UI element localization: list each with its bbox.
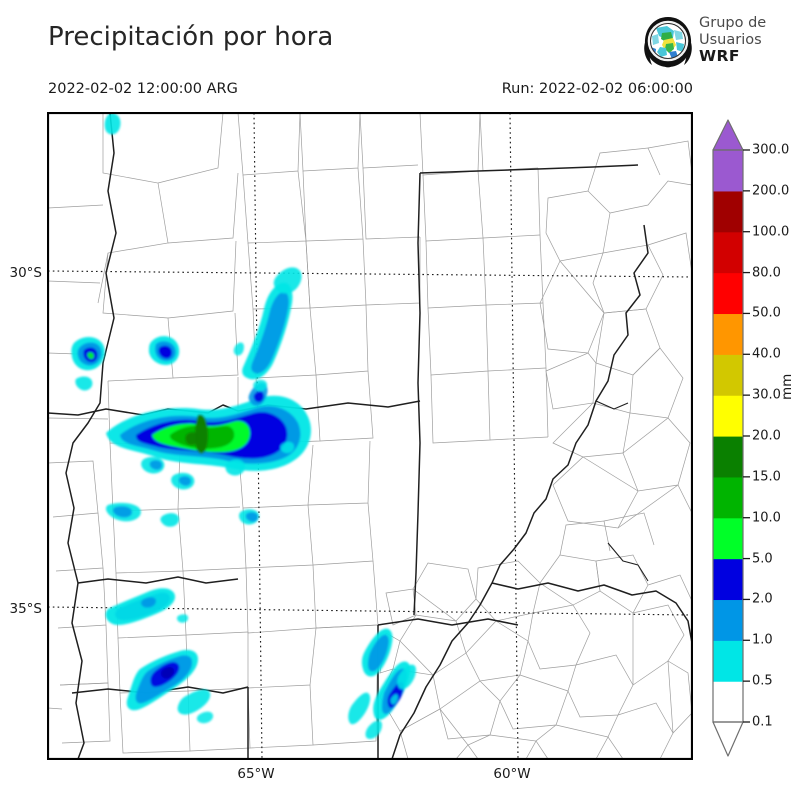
- colorbar-tick-label: 0.5: [752, 673, 773, 689]
- colorbar-band: [713, 558, 743, 601]
- valid-time-label: 2022-02-02 12:00:00 ARG: [48, 81, 238, 97]
- colorbar-band: [713, 150, 743, 192]
- colorbar-tick-label: 2.0: [752, 591, 773, 607]
- logo-line-3: WRF: [699, 47, 740, 65]
- buenos-aires-cell: [348, 628, 416, 739]
- colorbar-band: [713, 436, 743, 478]
- southwest-streak-a: [105, 588, 189, 625]
- run-time-label: Run: 2022-02-02 06:00:00: [501, 81, 693, 97]
- scattered-cells: [105, 379, 295, 527]
- colorbar-band: [713, 517, 743, 560]
- colorbar-tick-label: 100.0: [752, 224, 790, 240]
- logo-line-2: Usuarios: [699, 31, 762, 48]
- colorbar-tick-label: 0.1: [752, 714, 773, 730]
- colorbar-over-arrow: [712, 119, 744, 151]
- colorbar[interactable]: 0.1 0.5 1.0 2.0 5.0 10.0 15.0 20.0 30.0 40.0 50.0 8…: [705, 112, 800, 760]
- colorbar-band: [713, 395, 743, 437]
- lon-tick-65w: 65°W: [237, 766, 275, 782]
- colorbar-tick-label: 5.0: [752, 551, 773, 567]
- province-boundaries: [48, 113, 692, 759]
- colorbar-band: [713, 599, 743, 641]
- precipitation-field: [71, 113, 416, 739]
- page-title: Precipitación por hora: [48, 22, 334, 52]
- andes-cell-mid: [104, 113, 180, 365]
- colorbar-tick-label: 80.0: [752, 265, 781, 281]
- colorbar-tick-label: 300.0: [752, 142, 790, 158]
- logo-line-1: Grupo de: [699, 15, 767, 31]
- colorbar-graphic: [712, 119, 750, 757]
- precipitation-map[interactable]: [47, 112, 693, 760]
- southwest-streak-b: [126, 649, 214, 724]
- colorbar-tick-label: 15.0: [752, 469, 781, 485]
- main-storm-core: [106, 395, 311, 471]
- colorbar-tick-label: 30.0: [752, 387, 781, 403]
- county-boundaries: [48, 113, 692, 759]
- colorbar-band: [713, 476, 743, 519]
- colorbar-tick-label: 20.0: [752, 428, 781, 444]
- colorbar-band: [713, 313, 743, 355]
- lat-tick-30s: 30°S: [9, 265, 43, 281]
- logo-text-block: Grupo de Usuarios WRF: [699, 15, 766, 65]
- colorbar-tick-label: 200.0: [752, 183, 790, 199]
- andes-cell-north: [71, 337, 105, 391]
- colorbar-band: [713, 272, 743, 315]
- lat-tick-35s: 35°S: [9, 601, 43, 617]
- colorbar-tick-label: 50.0: [752, 305, 781, 321]
- northeast-band: [233, 267, 302, 406]
- lon-tick-60w: 60°W: [493, 766, 531, 782]
- colorbar-tick-label: 1.0: [752, 632, 773, 648]
- colorbar-axis-title: mm: [779, 373, 795, 400]
- colorbar-band: [713, 640, 743, 682]
- colorbar-band: [713, 231, 743, 274]
- wrf-user-group-logo: Grupo de Usuarios WRF: [640, 14, 792, 72]
- colorbar-band: [713, 354, 743, 396]
- colorbar-tick-label: 10.0: [752, 510, 781, 526]
- colorbar-tick-label: 40.0: [752, 346, 781, 362]
- colorbar-band: [713, 190, 743, 233]
- map-canvas: [48, 113, 692, 759]
- colorbar-band: [713, 681, 743, 723]
- colorbar-under-arrow: [712, 721, 744, 757]
- globe-laurel-emblem: [644, 17, 692, 68]
